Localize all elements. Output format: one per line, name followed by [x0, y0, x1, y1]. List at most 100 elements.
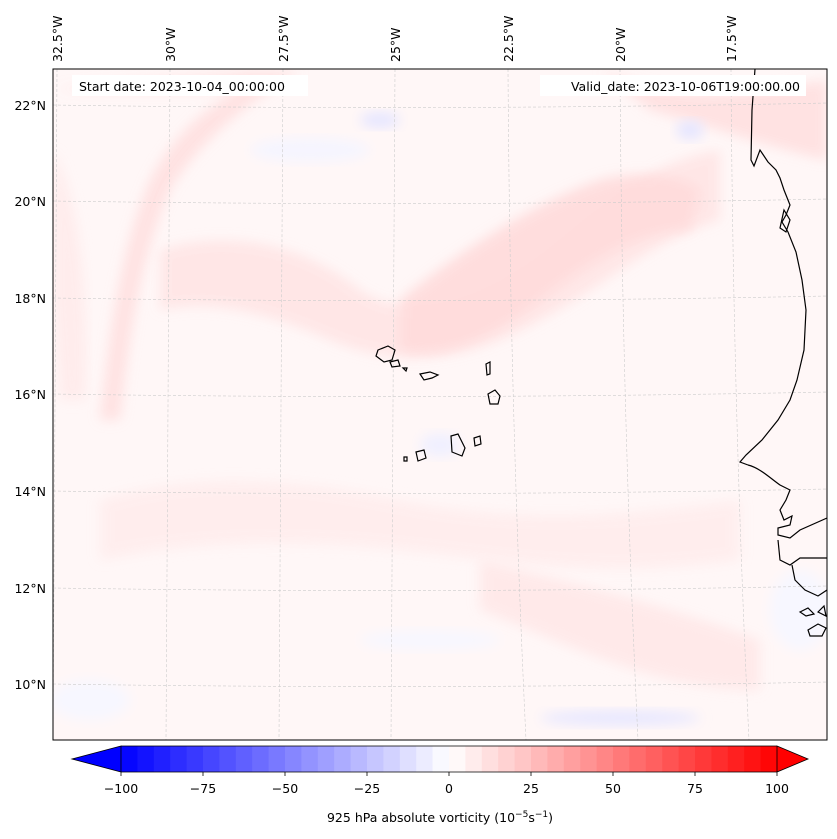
colorbar-segment: [613, 746, 630, 772]
colorbar-segment: [481, 746, 499, 772]
colorbar-segment: [727, 746, 745, 772]
parallel-gridline: [53, 198, 827, 204]
map-panel: [52, 68, 828, 741]
colorbar-segment: [645, 746, 663, 772]
coastline-gambia: [777, 539, 827, 566]
map-frame: [52, 68, 828, 741]
colorbar-segment: [563, 746, 581, 772]
cape-verde-island: [419, 371, 440, 381]
meridian-gridline: [730, 69, 750, 740]
colorbar-segment: [432, 746, 450, 772]
colorbar-segment: [301, 746, 319, 772]
colorbar-label: 925 hPa absolute vorticity (10−5s−1): [327, 810, 553, 825]
colorbar-segment: [399, 746, 417, 772]
colorbar-segment: [514, 746, 532, 772]
colorbar-tick-label: −100: [104, 781, 138, 796]
colorbar-segment: [678, 746, 696, 772]
meridian-gridline: [507, 69, 527, 740]
latitude-tick-label: 14°N: [14, 484, 46, 499]
colorbar-segment: [531, 746, 548, 772]
latitude-tick-label: 18°N: [14, 291, 46, 306]
vorticity-positive-region: [53, 150, 87, 400]
parallel-gridline: [53, 488, 827, 494]
cape-verde-island: [473, 435, 482, 447]
colorbar-segment: [580, 746, 598, 772]
colorbar-tick-label: 0: [445, 781, 453, 796]
longitude-tick-label: 22.5°W: [501, 16, 516, 62]
cape-verde-island: [415, 449, 427, 462]
cape-verde-island: [375, 345, 396, 363]
vorticity-negative-region: [420, 433, 460, 457]
colorbar-tick-label: 50: [605, 781, 621, 796]
vorticity-positive-region: [400, 174, 700, 353]
start-date-box: [72, 75, 308, 96]
latitude-tick-label: 10°N: [14, 677, 46, 692]
colorbar-segment: [629, 746, 647, 772]
parallel-gridline: [53, 295, 827, 301]
vorticity-negative-region: [360, 112, 400, 128]
colorbar-segment: [137, 746, 155, 772]
colorbar-segment: [285, 746, 302, 772]
colorbar-segment: [596, 746, 614, 772]
colorbar-segment: [547, 746, 565, 772]
colorbar-tick-label: 25: [523, 781, 539, 796]
colorbar: −100 −75 −50 −25 0 25 50 75 100: [70, 745, 810, 796]
colorbar-tick-label: −50: [272, 781, 298, 796]
colorbar-segment: [465, 746, 483, 772]
latitude-tick-label: 20°N: [14, 194, 46, 209]
meridian-gridline: [619, 69, 639, 740]
colorbar-extend-max: [776, 745, 810, 773]
parallel-gridline: [53, 102, 827, 108]
valid-date-box: [540, 75, 806, 96]
parallel-gridline: [53, 681, 827, 687]
gridlines: [53, 69, 827, 740]
colorbar-segment: [449, 746, 466, 772]
coastline-senegal: [747, 464, 827, 539]
coastline-guinea-bissau: [791, 564, 827, 597]
latitude-tick-label: 22°N: [14, 98, 46, 113]
longitude-tick-label: 17.5°W: [724, 16, 739, 62]
cape-verde-island: [403, 456, 408, 462]
colorbar-extend-min: [70, 745, 122, 773]
longitude-tick-labels: 32.5°W 30°W 27.5°W 25°W 22.5°W 20°W 17.5°W: [50, 16, 739, 62]
colorbar-segment: [416, 746, 434, 772]
vorticity-positive-region: [480, 560, 760, 690]
colorbar-tick-label: −25: [354, 781, 380, 796]
vorticity-negative-region: [540, 710, 700, 726]
cape-verde-island: [389, 359, 401, 368]
coastlines: [375, 69, 827, 637]
colorbar-segment: [367, 746, 384, 772]
meridian-gridline: [165, 69, 171, 740]
vorticity-negative-region: [770, 570, 827, 650]
longitude-tick-label: 20°W: [613, 27, 628, 62]
cape-verde-island: [485, 361, 491, 376]
colorbar-segment: [350, 746, 368, 772]
vorticity-positive-region: [160, 150, 720, 358]
colorbar-segment: [317, 746, 335, 772]
colorbar-tick-label: 100: [765, 781, 789, 796]
longitude-tick-label: 25°W: [388, 27, 403, 62]
vorticity-field: [53, 70, 827, 726]
vorticity-negative-region: [250, 138, 370, 162]
bijagos-islands: [798, 604, 827, 637]
colorbar-segment: [186, 746, 204, 772]
coastline-africa: [738, 69, 807, 466]
start-date-label: Start date: 2023-10-04_00:00:00: [79, 79, 285, 94]
longitude-tick-label: 27.5°W: [276, 16, 291, 62]
vorticity-negative-region: [676, 120, 704, 140]
colorbar-segment: [695, 746, 712, 772]
parallel-gridline: [53, 391, 827, 397]
colorbar-segment: [153, 746, 171, 772]
meridian-gridline: [53, 69, 58, 740]
colorbar-tick-label: −75: [190, 781, 216, 796]
latitude-tick-label: 12°N: [14, 581, 46, 596]
cape-verde-island: [401, 367, 408, 373]
colorbar-segment: [121, 746, 138, 772]
vorticity-positive-region: [100, 481, 740, 569]
colorbar-segment: [170, 746, 188, 772]
meridian-gridline: [390, 69, 396, 740]
colorbar-segment: [744, 746, 762, 772]
longitude-tick-label: 32.5°W: [50, 16, 65, 62]
colorbar-segment: [334, 746, 352, 772]
